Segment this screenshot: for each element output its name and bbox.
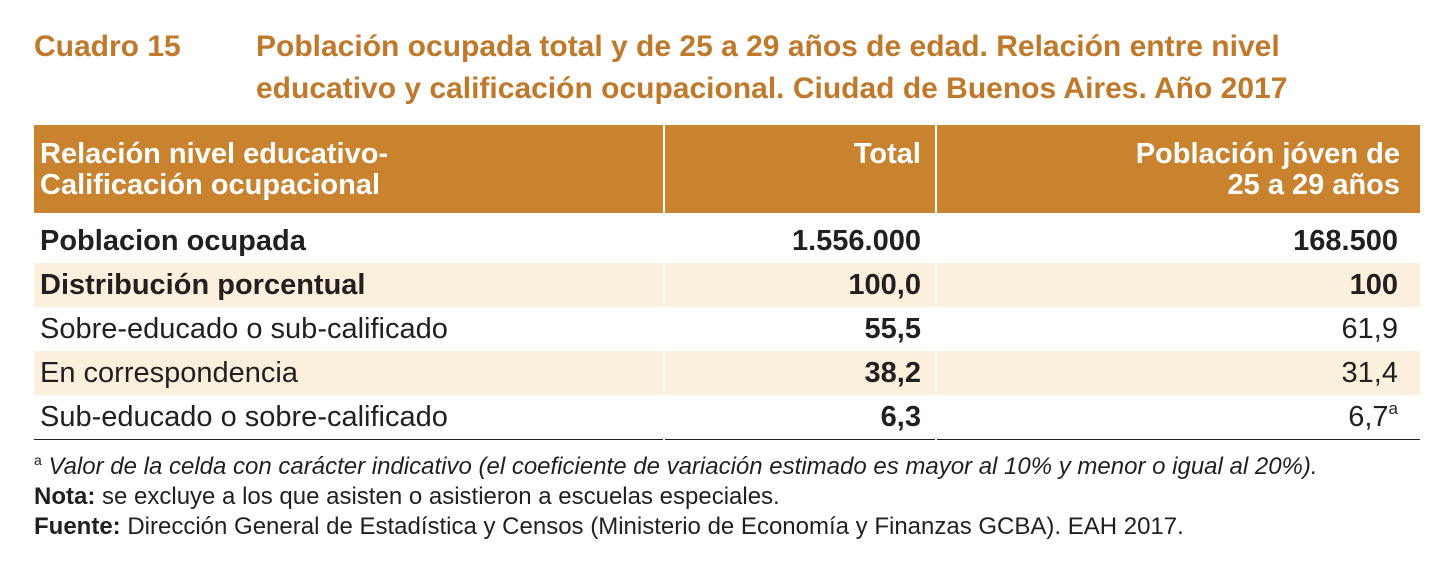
- table-heading: Cuadro 15 Población ocupada total y de 2…: [34, 26, 1424, 110]
- table-row: En correspondencia 38,2 31,4: [34, 351, 1420, 395]
- footnote-a: a Valor de la celda con carácter indicat…: [34, 452, 1318, 480]
- column-header-young: Población jóven de 25 a 29 años: [936, 125, 1420, 213]
- row-label: Sobre-educado o sub-calificado: [34, 307, 665, 351]
- table-title: Población ocupada total y de 25 a 29 año…: [256, 30, 1288, 105]
- cell-total: 100,0: [664, 263, 937, 307]
- row-label: Poblacion ocupada: [34, 213, 665, 263]
- column-header-total: Total: [664, 125, 937, 213]
- cell-total: 55,5: [664, 307, 937, 351]
- cell-young: 6,7a: [936, 395, 1420, 440]
- row-label: Distribución porcentual: [34, 263, 665, 307]
- table-row: Distribución porcentual 100,0 100: [34, 263, 1420, 307]
- cell-total: 38,2: [664, 351, 937, 395]
- cell-young: 31,4: [936, 351, 1420, 395]
- footnote-fuente: Fuente: Dirección General de Estadística…: [34, 513, 1184, 540]
- cell-young: 61,9: [1341, 312, 1398, 345]
- cell-young: 100: [936, 263, 1420, 307]
- table-footer: a Valor de la celda con carácter indicat…: [34, 452, 1424, 542]
- column-header-relation: Relación nivel educativo- Calificación o…: [34, 125, 665, 213]
- data-table: Relación nivel educativo- Calificación o…: [34, 125, 1420, 440]
- header-row: Relación nivel educativo- Calificación o…: [34, 125, 1420, 213]
- footnote-nota: Nota: se excluye a los que asisten o asi…: [34, 483, 780, 510]
- row-label: Sub-educado o sobre-calificado: [34, 395, 665, 440]
- table-row: Sobre-educado o sub-calificado 55,5 61,9: [34, 307, 1420, 351]
- table-number: Cuadro 15: [34, 30, 181, 63]
- cell-young: 168.500: [1293, 224, 1398, 257]
- cell-total: 1.556.000: [664, 213, 937, 263]
- cell-total: 6,3: [664, 395, 937, 440]
- table-row: Poblacion ocupada 1.556.000 168.500: [34, 213, 1420, 263]
- row-label: En correspondencia: [34, 351, 665, 395]
- footnote-mark: a: [1388, 398, 1398, 418]
- table-row: Sub-educado o sobre-calificado 6,3 6,7a: [34, 395, 1420, 440]
